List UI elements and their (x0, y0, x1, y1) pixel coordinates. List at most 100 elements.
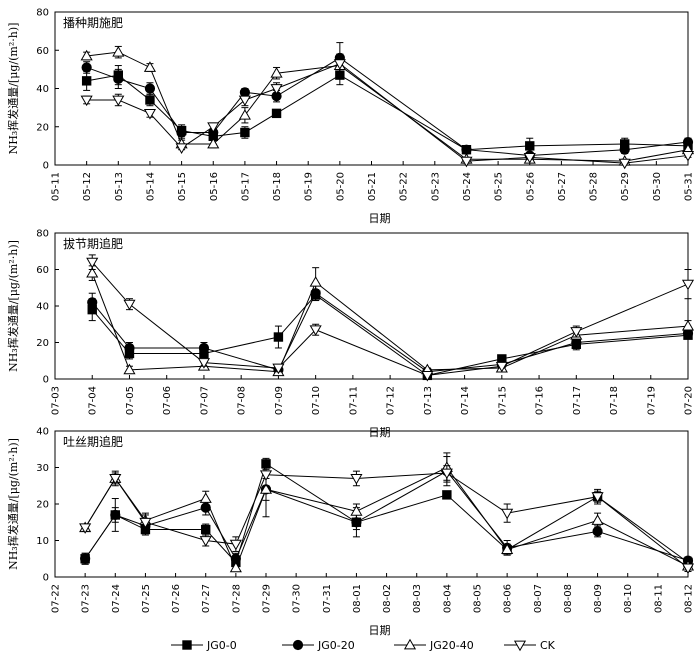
data-point (80, 49, 93, 61)
x-tick-label: 05-27 (557, 172, 568, 201)
data-point (199, 492, 212, 503)
x-tick-label: 07-24 (111, 584, 122, 613)
data-point (495, 361, 508, 373)
x-tick-label: 07-04 (88, 386, 99, 415)
y-tick-label: 0 (43, 573, 49, 584)
data-point (591, 514, 604, 525)
x-tick-label: 08-08 (563, 584, 574, 613)
x-tick-label: 07-30 (292, 584, 303, 613)
data-point (81, 76, 92, 86)
data-point (175, 143, 188, 154)
x-tick-label: 08-05 (473, 584, 484, 613)
data-point (501, 543, 514, 555)
x-tick-label: 07-03 (51, 386, 62, 415)
data-point (681, 279, 695, 291)
x-tick-label: 07-10 (311, 386, 322, 415)
y-axis-label: NH₃挥发通量/[μg/(m²·h)] (6, 23, 20, 155)
series-JG0-0 (81, 65, 693, 155)
x-tick-label: 08-12 (684, 584, 695, 613)
data-point (681, 319, 695, 331)
data-point (143, 61, 157, 72)
series-JG20-40 (79, 452, 695, 573)
data-point (501, 508, 514, 520)
legend-label: JG0-0 (206, 639, 237, 652)
x-tick-label: 07-15 (497, 386, 508, 415)
data-point (229, 561, 242, 573)
data-point (240, 127, 250, 138)
series-JG0-20 (81, 42, 694, 161)
data-point (681, 151, 695, 162)
x-tick-label: 08-06 (503, 584, 514, 613)
data-point (145, 95, 155, 105)
x-tick-label: 07-23 (81, 584, 92, 613)
x-tick-label: 07-13 (423, 386, 434, 415)
data-point (259, 470, 273, 482)
plot-frame (54, 232, 689, 380)
series-line (86, 63, 689, 164)
data-point (273, 332, 284, 342)
data-point (309, 276, 322, 287)
x-tick-label: 05-17 (240, 172, 251, 201)
legend-label: JG20-40 (429, 639, 474, 652)
data-point (238, 109, 251, 120)
x-tick-label: 08-02 (382, 584, 393, 613)
panel-title: 吐丝期追肥 (63, 434, 123, 449)
y-tick-label: 80 (36, 229, 49, 240)
x-tick-label: 05-15 (177, 172, 188, 201)
y-tick-label: 40 (36, 427, 49, 438)
legend-item: JG0-0 (171, 639, 237, 652)
x-tick-label: 05-30 (652, 172, 663, 201)
x-tick-label: 05-22 (399, 172, 410, 201)
x-tick-label: 07-09 (274, 386, 285, 415)
series-JG0-0 (80, 457, 693, 568)
x-tick-label: 08-10 (623, 584, 634, 613)
x-tick-label: 05-18 (272, 172, 283, 201)
data-point (123, 299, 136, 311)
data-point (238, 95, 251, 107)
series-CK (86, 254, 695, 382)
y-tick-label: 10 (36, 536, 49, 547)
series-JG20-40 (80, 45, 695, 166)
y-tick-label: 60 (36, 265, 49, 276)
x-tick-label: 07-17 (572, 386, 583, 415)
x-tick-label: 07-06 (162, 386, 173, 415)
series-line (91, 294, 689, 376)
series-CK (80, 53, 695, 170)
data-point (350, 474, 363, 485)
y-tick-label: 40 (36, 84, 49, 95)
x-tick-label: 07-28 (231, 584, 242, 613)
x-tick-label: 07-16 (535, 386, 546, 415)
data-point (80, 553, 91, 564)
x-tick-label: 07-31 (322, 584, 333, 613)
series-line (86, 74, 689, 151)
data-point (229, 539, 242, 551)
data-point (139, 517, 152, 529)
x-tick-label: 08-07 (533, 584, 544, 613)
data-point (270, 84, 283, 95)
y-tick-label: 0 (43, 161, 49, 172)
data-point (350, 505, 363, 516)
y-tick-label: 0 (43, 375, 49, 386)
y-axis-label: NH₃挥发通量/[μg/(m²·h)] (6, 240, 20, 372)
data-point (440, 468, 453, 480)
x-tick-label: 07-26 (171, 584, 182, 613)
data-point (270, 66, 283, 78)
y-tick-label: 40 (36, 302, 49, 313)
data-point (271, 108, 282, 119)
x-tick-label: 07-12 (386, 386, 397, 415)
panel-title: 播种期施肥 (63, 16, 123, 30)
data-point (112, 95, 125, 107)
data-point (81, 62, 92, 73)
y-tick-label: 20 (36, 338, 49, 349)
y-tick-label: 20 (36, 500, 49, 511)
data-point (460, 156, 473, 168)
legend-label: JG0-20 (317, 639, 355, 652)
data-point (207, 122, 220, 133)
data-point (87, 297, 98, 308)
data-point (86, 257, 99, 269)
data-point (461, 144, 472, 155)
x-tick-label: 07-07 (199, 386, 210, 415)
x-tick-label: 08-03 (412, 584, 423, 613)
chart-panel-2: 0 20 40 60 80 07-03 07-04 07-05 07-06 07-07 07-08 0… (6, 229, 695, 440)
